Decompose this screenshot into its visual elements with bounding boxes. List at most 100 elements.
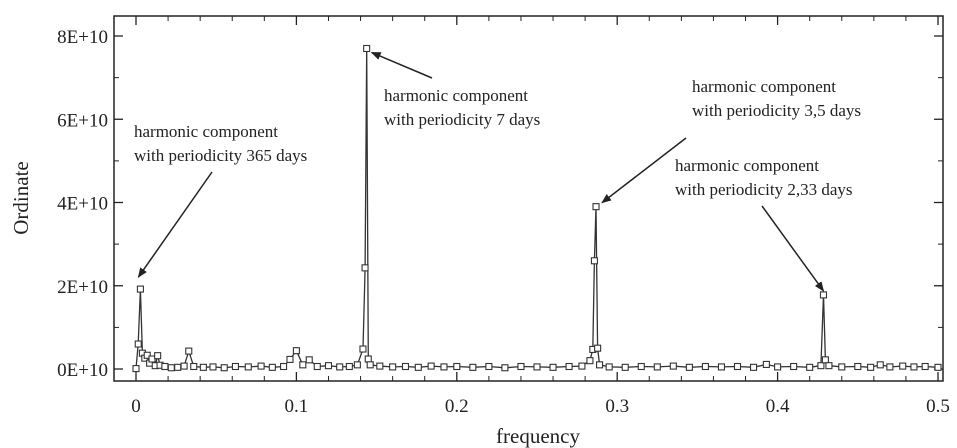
- data-point-marker: [886, 363, 894, 371]
- data-point-marker: [359, 345, 367, 353]
- data-point-marker: [361, 264, 369, 272]
- data-point-marker: [669, 362, 677, 370]
- plot-frame: [113, 15, 944, 382]
- data-point-marker: [174, 363, 182, 371]
- data-point-marker: [244, 363, 252, 371]
- data-point-marker: [167, 364, 175, 372]
- data-point-marker: [653, 363, 661, 371]
- data-point-marker: [806, 363, 814, 371]
- data-point-marker: [594, 344, 602, 352]
- data-point-marker: [209, 363, 217, 371]
- data-point-marker: [586, 357, 594, 365]
- data-point-marker: [401, 362, 410, 371]
- data-point-marker: [376, 362, 384, 370]
- data-point-marker: [313, 362, 321, 371]
- data-point-marker: [136, 285, 144, 293]
- data-point-marker: [286, 355, 294, 363]
- data-point-marker: [701, 362, 709, 371]
- data-point-marker: [762, 360, 770, 368]
- annotation-text: with periodicity 365 days: [134, 146, 307, 165]
- data-point-marker: [921, 362, 929, 371]
- data-point-marker: [231, 362, 239, 371]
- x-tick-label: 0.1: [285, 396, 309, 417]
- data-point-marker: [590, 257, 598, 265]
- data-point-marker: [427, 362, 435, 370]
- data-point-marker: [220, 364, 228, 372]
- data-point-marker: [899, 362, 907, 370]
- data-point-marker: [389, 363, 397, 371]
- data-point-marker: [336, 363, 344, 371]
- data-point-marker: [469, 363, 477, 371]
- data-point-marker: [533, 363, 541, 371]
- data-point-marker: [132, 365, 140, 373]
- data-point-marker: [817, 362, 825, 370]
- data-point-marker: [345, 362, 353, 371]
- data-point-marker: [414, 363, 422, 371]
- data-point-marker: [353, 361, 361, 369]
- y-axis-title: Ordinate: [9, 161, 33, 234]
- data-point-marker: [605, 363, 613, 371]
- annotation-text: harmonic component: [134, 122, 278, 141]
- data-point-marker: [366, 361, 374, 369]
- series-line: [135, 48, 939, 369]
- data-point-marker: [549, 363, 557, 371]
- y-tick-label: 4E+10: [57, 194, 108, 215]
- annotation-arrow: [137, 171, 213, 278]
- data-point-marker: [268, 363, 276, 371]
- data-point-marker: [565, 362, 573, 371]
- data-point-marker: [305, 356, 313, 364]
- data-point-marker: [517, 362, 525, 371]
- data-point-marker: [299, 361, 307, 369]
- data-point-marker: [749, 363, 758, 371]
- annotation-text: with periodicity 2,33 days: [675, 180, 853, 199]
- data-point-marker: [199, 363, 207, 371]
- annotation-arrow: [370, 51, 433, 79]
- axis-ticks: [114, 16, 943, 381]
- data-point-marker: [717, 363, 726, 371]
- y-tick-label: 8E+10: [57, 27, 108, 48]
- data-point-marker: [440, 363, 448, 371]
- data-point-marker: [934, 363, 942, 371]
- data-point-marker: [134, 340, 142, 348]
- x-tick-label: 0: [131, 396, 141, 417]
- data-point-marker: [453, 362, 461, 371]
- data-point-marker: [154, 352, 162, 360]
- data-point-marker: [190, 362, 198, 371]
- data-point-marker: [143, 351, 151, 359]
- y-tick-label: 6E+10: [57, 110, 108, 131]
- data-point-marker: [578, 362, 586, 370]
- annotation-arrow: [761, 205, 825, 292]
- data-point-marker: [910, 363, 918, 371]
- data-point-marker: [621, 363, 629, 371]
- series-group: [132, 44, 942, 373]
- data-point-marker: [821, 356, 829, 364]
- data-point-marker: [876, 361, 884, 369]
- data-point-marker: [257, 362, 265, 370]
- data-point-marker: [867, 363, 875, 371]
- annotation-text: with periodicity 3,5 days: [692, 101, 861, 120]
- x-tick-labels: 0 0.1 0.2 0.3 0.4 0.5: [131, 396, 950, 417]
- y-tick-labels: 0E+10 2E+10 4E+10 6E+10 8E+10: [57, 27, 108, 381]
- data-point-marker: [592, 203, 600, 211]
- data-point-marker: [854, 362, 862, 371]
- y-tick-label: 2E+10: [57, 277, 108, 298]
- y-tick-label: 0E+10: [57, 360, 108, 381]
- data-point-marker: [790, 362, 798, 371]
- x-tick-label: 0.4: [766, 396, 790, 417]
- data-point-marker: [774, 363, 782, 371]
- data-point-marker: [825, 362, 833, 370]
- annotation-text: harmonic component: [692, 77, 836, 96]
- data-point-marker: [596, 361, 604, 369]
- data-point-marker: [485, 362, 493, 371]
- x-tick-label: 0.5: [926, 396, 950, 417]
- data-point-marker: [685, 363, 693, 371]
- x-tick-label: 0.2: [445, 396, 469, 417]
- data-point-marker: [637, 362, 645, 371]
- data-point-marker: [280, 362, 288, 371]
- annotation-arrow: [601, 137, 687, 204]
- x-axis-title: frequency: [496, 424, 580, 448]
- data-point-marker: [161, 362, 169, 371]
- annotations-group: harmonic component with periodicity 365 d…: [134, 51, 861, 292]
- data-point-marker: [733, 362, 742, 371]
